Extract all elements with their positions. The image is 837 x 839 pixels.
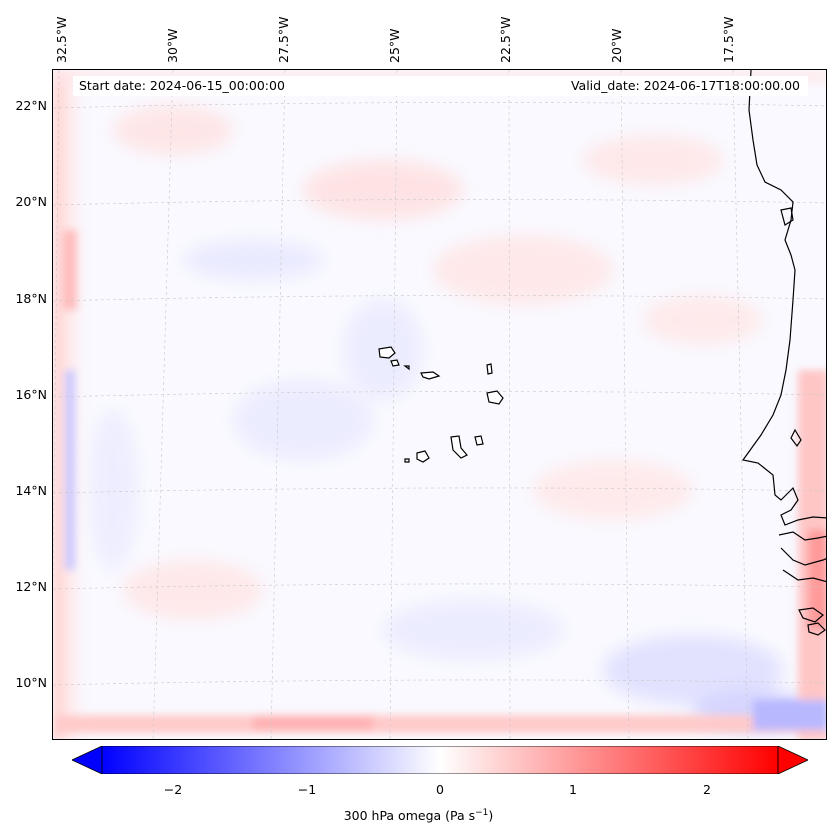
island-sal [486,363,493,375]
colorbar-label-main: 300 hPa omega (Pa s [343,808,476,824]
lat-label-22n: 22°N [15,98,47,113]
cape-verde-islands [378,346,504,463]
colorbar-label-exponent: −1 [475,808,489,818]
lon-label-25w: 25°W [387,28,402,63]
omega-field-map [53,70,826,739]
lat-label-14n: 14°N [15,483,47,498]
lat-label-18n: 18°N [15,291,47,306]
island-sao-nicolau [420,371,441,380]
island-sao-vicente [390,359,400,367]
field-background [53,70,826,739]
colorbar-tick-neg2: −2 [163,782,183,797]
colorbar-tick-neg1: −1 [297,782,317,797]
colorbar-tick-0: 0 [436,782,444,797]
start-date-label: Start date: 2024-06-15_00:00:00 [79,78,285,93]
island-santa-luzia [403,365,410,371]
date-annotation-box [73,76,808,96]
colorbar-gradient [101,746,779,774]
island-boa-vista [486,390,504,405]
lat-label-12n: 12°N [15,579,47,594]
island-fogo [416,450,430,463]
map-panel [52,69,827,740]
lat-label-10n: 10°N [15,675,47,690]
colorbar-max-extend [777,746,808,774]
island-santiago [450,435,468,459]
colorbar [72,746,808,774]
africa-coastline [741,70,826,526]
lat-label-20n: 20°N [15,194,47,209]
island-maio [474,435,484,446]
lon-label-30w: 30°W [165,28,180,63]
colorbar-label-close: ) [488,808,494,824]
lon-label-17-5w: 17.5°W [721,16,736,63]
lon-label-20w: 20°W [609,28,624,63]
colorbar-tick-1: 1 [569,782,577,797]
coastline [741,70,826,636]
lon-label-22-5w: 22.5°W [498,16,513,63]
island-brava [404,458,410,463]
valid-date-label: Valid_date: 2024-06-17T18:00:00.00 [570,78,800,93]
lon-label-27-5w: 27.5°W [276,16,291,63]
colorbar-tick-2: 2 [703,782,711,797]
lat-label-16n: 16°N [15,387,47,402]
colorbar-min-extend [72,746,103,774]
graticule [53,70,826,739]
island-santo-antao [378,346,396,359]
colorbar-label: 300 hPa omega (Pa s−1) [0,808,837,823]
lon-label-32-5w: 32.5°W [54,16,69,63]
